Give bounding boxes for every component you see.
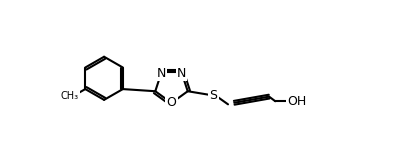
Text: N: N — [177, 67, 186, 79]
Text: OH: OH — [287, 95, 307, 108]
Text: N: N — [157, 67, 166, 79]
Text: CH₃: CH₃ — [61, 91, 79, 101]
Text: S: S — [209, 89, 217, 102]
Text: O: O — [166, 96, 176, 109]
